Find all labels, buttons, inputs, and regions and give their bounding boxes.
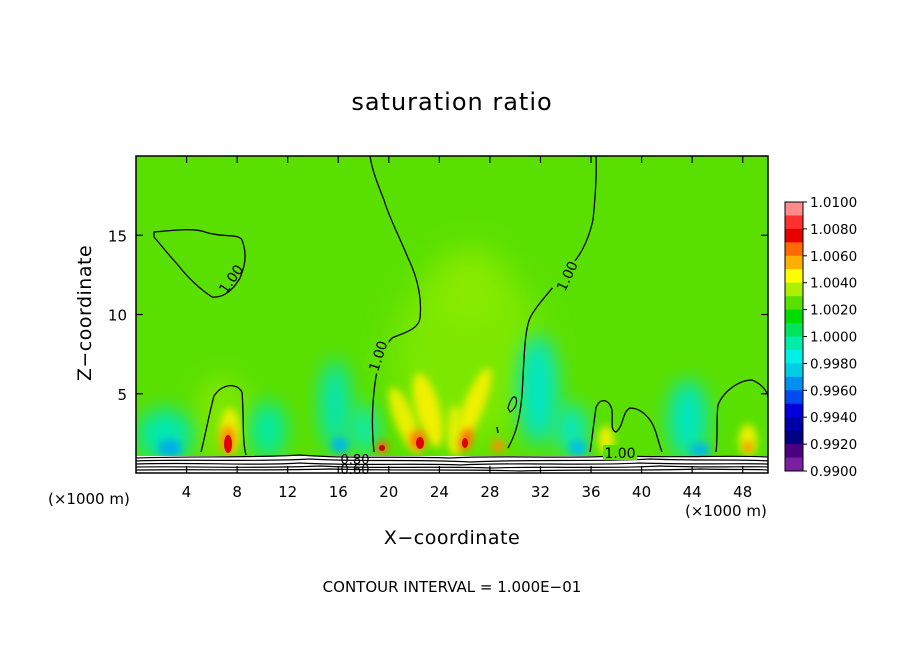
surface-contour-1 [136, 454, 768, 459]
x-axis-label: X−coordinate [383, 527, 521, 549]
contour-label-surface-1: 0.80 [341, 453, 370, 468]
colorbar-bin-11 [785, 349, 803, 364]
red-core-3 [379, 445, 385, 451]
colorbar-label-3: 1.0040 [810, 276, 857, 292]
colorbar-label-2: 1.0060 [810, 249, 857, 265]
colorbar-label-6: 0.9980 [810, 356, 857, 372]
colorbar-label-1: 1.0080 [810, 222, 857, 238]
x-axis-unit-right: (×1000 m) [685, 502, 767, 520]
colorbar-label-5: 1.0000 [810, 330, 857, 346]
yellow-streak-7 [739, 424, 757, 456]
y-tick-label-2: 15 [108, 227, 127, 245]
colorbar-bin-1 [785, 215, 803, 230]
saturation-field [136, 156, 768, 473]
colorbar-bin-14 [785, 390, 803, 405]
contour-interval-note: CONTOUR INTERVAL = 1.000E−01 [322, 578, 582, 596]
red-core-2 [416, 437, 424, 449]
colorbar-label-8: 0.9940 [810, 410, 857, 426]
colorbar-bin-17 [785, 430, 803, 445]
cyan-patch-7 [668, 380, 708, 460]
colorbar-bin-7 [785, 296, 803, 310]
contour-1-upper-left [153, 229, 246, 298]
x-tick-label-11: 48 [733, 483, 752, 501]
yellow-streak-2 [412, 373, 444, 447]
colorbar-label-9: 0.9920 [810, 437, 857, 453]
chart-title: saturation ratio [351, 88, 553, 116]
colorbar-bin-15 [785, 403, 803, 418]
surface-contour-3 [136, 462, 768, 466]
x-tick-label-10: 44 [683, 483, 702, 501]
blue-spot-4 [690, 443, 710, 457]
contour-5-right-bumps [589, 400, 663, 453]
x-tick-label-3: 16 [329, 483, 348, 501]
red-core-1 [224, 435, 232, 453]
contour-7-small-loop [507, 396, 518, 413]
contour-2-center [369, 156, 422, 453]
colorbar-bin-10 [785, 336, 803, 351]
colorbar-bin-8 [785, 309, 803, 324]
surface-contour-5 [136, 468, 768, 472]
contour-3-right [507, 156, 597, 449]
cyan-patch-2 [250, 402, 286, 458]
cyan-patch-5 [518, 335, 558, 445]
y-tick-label-1: 10 [108, 307, 127, 325]
colorbar-bin-12 [785, 363, 803, 378]
blue-spot-2 [331, 437, 349, 453]
cyan-patch-3 [320, 360, 350, 450]
colorbar-label-0: 1.0100 [810, 195, 857, 211]
colorbar-bin-9 [785, 323, 803, 337]
colorbar-bin-19 [785, 457, 803, 472]
blue-spot-3 [569, 440, 587, 456]
contour-label-surface-2: 0.60 [341, 463, 370, 478]
surface-contour-2 [136, 458, 768, 463]
orange-core-5 [491, 440, 505, 452]
contour-label-lower-right: 1.00 [604, 446, 635, 462]
surface-contour-4 [136, 465, 768, 469]
colorbar-label-7: 0.9960 [810, 383, 857, 399]
contour-4-left-bump [200, 385, 247, 456]
cyan-patch-4 [353, 405, 377, 455]
colorbar-bin-4 [785, 255, 803, 270]
colorbar-bin-6 [785, 282, 803, 297]
x-tick-label-1: 8 [232, 483, 242, 501]
colorbar-label-4: 1.0020 [810, 303, 857, 319]
plume-center-upper [435, 250, 505, 330]
y-axis-label: Z−coordinate [74, 244, 96, 382]
colorbar-bin-16 [785, 417, 803, 432]
colorbar-bin-18 [785, 444, 803, 458]
x-tick-label-6: 28 [480, 483, 499, 501]
y-axis-ticks: 5 10 15 [108, 227, 768, 404]
x-tick-label-2: 12 [278, 483, 297, 501]
y-tick-label-0: 5 [117, 386, 127, 404]
x-axis-ticks: 4 8 12 16 20 24 28 32 36 40 44 48 [182, 156, 752, 501]
colorbar: 1.0100 1.0080 1.0060 1.0040 1.0020 1.0000 0.99… [784, 195, 857, 480]
contour-8-small-mark [496, 426, 499, 434]
x-tick-label-4: 20 [379, 483, 398, 501]
orange-core-6 [744, 442, 752, 452]
colorbar-bin-3 [785, 242, 803, 257]
colorbar-bin-13 [785, 376, 803, 391]
colorbar-bin-5 [785, 269, 803, 284]
colorbar-label-10: 0.9900 [810, 464, 857, 480]
x-tick-label-5: 24 [430, 483, 449, 501]
x-axis-unit-left: (×1000 m) [48, 490, 130, 508]
contour-6-far-right [715, 379, 768, 453]
yellow-streak-4 [447, 405, 463, 455]
x-tick-label-0: 4 [182, 483, 192, 501]
red-core-4 [462, 438, 468, 448]
x-tick-label-9: 40 [632, 483, 651, 501]
x-tick-label-8: 36 [581, 483, 600, 501]
blue-spot-1 [158, 439, 182, 457]
x-tick-label-7: 32 [531, 483, 550, 501]
colorbar-bin-0 [785, 202, 803, 216]
colorbar-bin-2 [785, 228, 803, 243]
